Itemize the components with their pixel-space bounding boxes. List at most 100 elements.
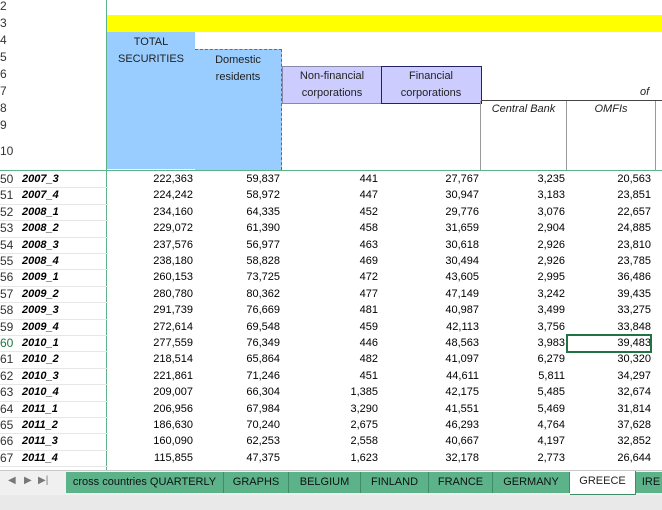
data-cell-nonfin[interactable]: 482	[359, 353, 378, 366]
data-cell-fin[interactable]: 30,618	[445, 238, 479, 251]
period-label[interactable]: 2010_2	[22, 353, 59, 366]
period-label[interactable]: 2009_3	[22, 304, 59, 317]
data-cell-total[interactable]: 238,180	[153, 255, 193, 267]
data-cell-omfi[interactable]: 32,852	[617, 435, 651, 448]
data-cell-domestic[interactable]: 61,390	[246, 222, 280, 235]
data-cell-fin[interactable]: 41,551	[445, 402, 479, 415]
data-cell-omfi[interactable]: 23,851	[617, 189, 651, 202]
data-cell-cb[interactable]: 5,485	[537, 386, 565, 399]
data-cell-fin[interactable]: 40,667	[445, 435, 479, 448]
data-cell-total[interactable]: 206,956	[153, 402, 193, 415]
data-cell-total[interactable]: 218,514	[153, 353, 193, 366]
data-cell-fin[interactable]: 43,605	[445, 271, 479, 284]
data-cell-fin[interactable]: 47,149	[445, 287, 479, 300]
data-cell-nonfin[interactable]: 469	[359, 255, 378, 267]
total-securities-header[interactable]: TOTAL SECURITIES	[107, 32, 195, 169]
period-label[interactable]: 2008_3	[22, 238, 59, 251]
last-sheet-icon[interactable]: ▶|	[38, 475, 49, 486]
row-number[interactable]: 58	[0, 303, 14, 318]
data-cell-cb[interactable]: 2,904	[537, 222, 565, 235]
period-label[interactable]: 2011_1	[22, 402, 58, 415]
row-number[interactable]: 3	[0, 16, 7, 30]
data-cell-fin[interactable]: 27,767	[445, 173, 479, 185]
row-number[interactable]: 5	[0, 50, 7, 64]
data-cell-cb[interactable]: 2,773	[537, 451, 565, 464]
row-number[interactable]: 66	[0, 434, 14, 449]
period-label[interactable]: 2011_3	[22, 435, 58, 448]
sheet-tab[interactable]: GERMANY	[493, 472, 570, 493]
data-cell-total[interactable]: 280,780	[153, 287, 193, 300]
data-cell-nonfin[interactable]: 477	[359, 287, 378, 300]
row-number[interactable]: 57	[0, 286, 14, 301]
data-cell-omfi[interactable]: 20,563	[617, 173, 651, 185]
domestic-residents-header[interactable]: Domestic residents	[195, 49, 282, 170]
data-cell-omfi[interactable]: 26,644	[617, 451, 651, 464]
data-cell-nonfin[interactable]: 452	[359, 205, 378, 218]
data-cell-nonfin[interactable]: 458	[359, 222, 378, 235]
data-cell-cb[interactable]: 3,983	[537, 337, 565, 349]
data-cell-total[interactable]: 222,363	[153, 173, 193, 185]
data-cell-domestic[interactable]: 47,375	[246, 451, 280, 464]
row-number[interactable]: 60	[0, 336, 14, 350]
omfis-header[interactable]: OMFIs	[594, 103, 628, 115]
data-cell-fin[interactable]: 30,947	[445, 189, 479, 202]
data-cell-domestic[interactable]: 58,972	[246, 189, 280, 202]
data-cell-omfi[interactable]: 24,885	[617, 222, 651, 235]
data-cell-omfi[interactable]: 33,848	[617, 320, 651, 333]
sheet-tab[interactable]: GREECE	[570, 471, 636, 496]
data-cell-fin[interactable]: 46,293	[445, 419, 479, 431]
row-number[interactable]: 52	[0, 204, 14, 219]
period-label[interactable]: 2007_4	[22, 189, 59, 202]
row-number[interactable]: 8	[0, 101, 7, 115]
data-cell-fin[interactable]: 31,659	[445, 222, 479, 235]
period-label[interactable]: 2009_4	[22, 320, 59, 333]
data-cell-cb[interactable]: 5,469	[537, 402, 565, 415]
data-cell-nonfin[interactable]: 447	[359, 189, 378, 202]
sheet-tab[interactable]: BELGIUM	[289, 472, 361, 493]
spreadsheet-grid[interactable]: TOTAL SECURITIES Domestic residents Non-…	[0, 0, 662, 470]
row-number[interactable]: 61	[0, 352, 14, 367]
data-cell-domestic[interactable]: 59,837	[246, 173, 280, 185]
period-label[interactable]: 2010_3	[22, 369, 59, 382]
data-cell-nonfin[interactable]: 441	[359, 173, 378, 185]
period-label[interactable]: 2011_2	[22, 419, 58, 431]
data-cell-fin[interactable]: 32,178	[445, 451, 479, 464]
next-sheet-icon[interactable]: ▶	[24, 475, 32, 486]
central-bank-header[interactable]: Central Bank	[491, 103, 556, 115]
period-label[interactable]: 2008_1	[22, 205, 59, 218]
sheet-tab[interactable]: cross countries QUARTERLY	[66, 472, 224, 493]
data-cell-omfi[interactable]: 22,657	[617, 205, 651, 218]
sheet-tab[interactable]: IRE	[636, 472, 662, 493]
data-cell-domestic[interactable]: 62,253	[246, 435, 280, 448]
data-cell-nonfin[interactable]: 459	[359, 320, 378, 333]
data-cell-total[interactable]: 209,007	[153, 386, 193, 399]
row-number[interactable]: 64	[0, 401, 14, 416]
row-number[interactable]: 63	[0, 385, 14, 400]
data-cell-omfi[interactable]: 31,814	[617, 402, 651, 415]
data-cell-fin[interactable]: 42,113	[446, 320, 479, 333]
data-cell-domestic[interactable]: 67,984	[246, 402, 280, 415]
data-cell-domestic[interactable]: 73,725	[246, 271, 280, 284]
data-cell-domestic[interactable]: 80,362	[246, 287, 280, 300]
period-label[interactable]: 2010_1	[22, 337, 59, 349]
data-cell-nonfin[interactable]: 1,385	[350, 386, 378, 399]
data-cell-domestic[interactable]: 64,335	[246, 205, 280, 218]
data-cell-cb[interactable]: 3,183	[537, 189, 565, 202]
data-cell-total[interactable]: 260,153	[153, 271, 193, 284]
period-label[interactable]: 2009_1	[22, 271, 59, 284]
data-cell-fin[interactable]: 42,175	[445, 386, 479, 399]
data-cell-total[interactable]: 115,855	[154, 451, 193, 464]
data-cell-fin[interactable]: 44,611	[446, 369, 479, 382]
data-cell-cb[interactable]: 6,279	[537, 353, 565, 366]
data-cell-total[interactable]: 221,861	[153, 369, 193, 382]
data-cell-cb[interactable]: 2,926	[537, 255, 565, 267]
data-cell-cb[interactable]: 5,811	[538, 369, 565, 382]
row-number[interactable]: 56	[0, 270, 14, 285]
row-number[interactable]: 10	[0, 144, 14, 158]
period-label[interactable]: 2010_4	[22, 386, 59, 399]
data-cell-cb[interactable]: 2,926	[537, 238, 565, 251]
sheet-tab[interactable]: FINLAND	[361, 472, 429, 493]
data-cell-cb[interactable]: 2,995	[537, 271, 565, 284]
row-number[interactable]: 55	[0, 254, 14, 268]
row-number[interactable]: 62	[0, 368, 14, 383]
